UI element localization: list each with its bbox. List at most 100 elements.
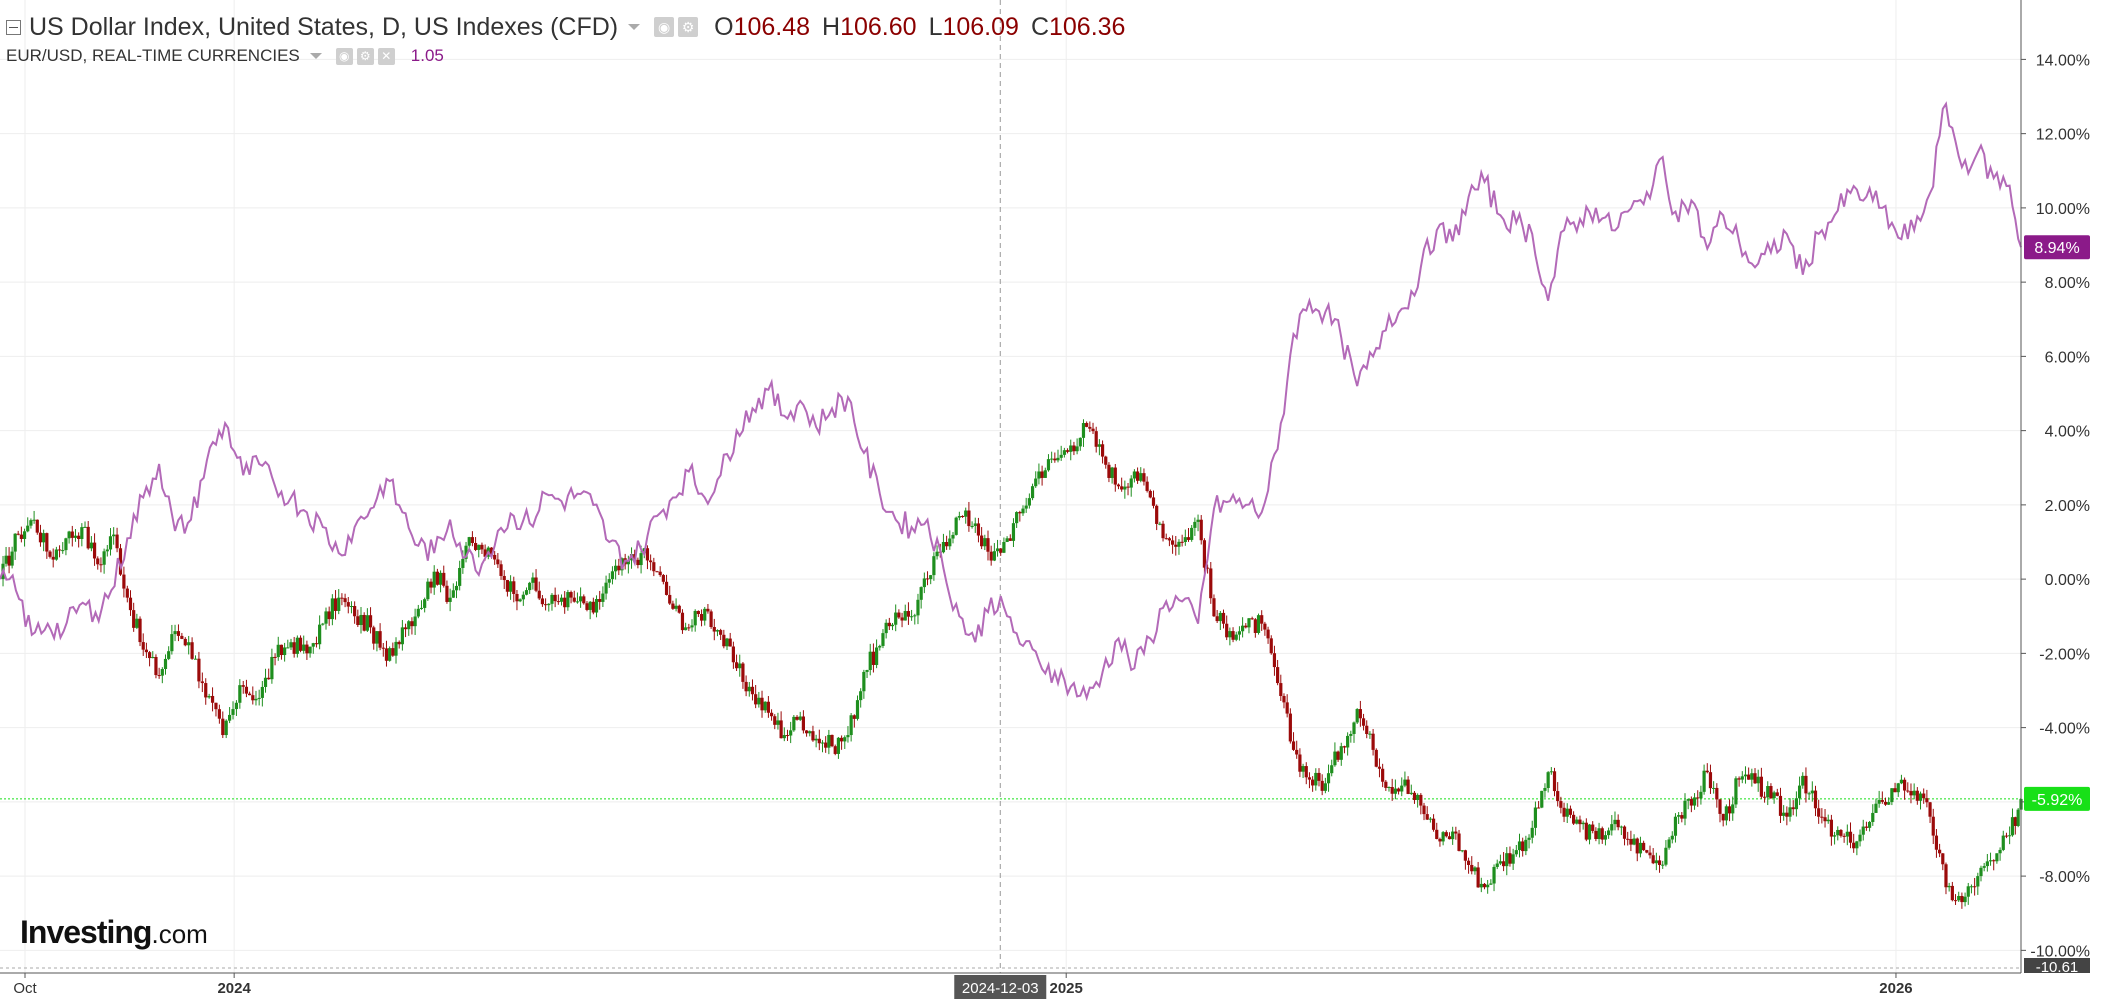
eye-icon[interactable]: ◉ xyxy=(654,17,675,37)
candle-body xyxy=(1317,772,1321,781)
candle-body xyxy=(1852,842,1856,849)
candle-body xyxy=(1120,486,1124,490)
y-tick-label: 12.00% xyxy=(2036,127,2090,144)
candle-body xyxy=(1673,816,1678,836)
candle-body xyxy=(381,647,385,649)
candle-body xyxy=(1050,458,1054,460)
candle-body xyxy=(1514,850,1518,855)
y-tick-label: -2.00% xyxy=(2039,646,2090,663)
candle-body xyxy=(983,538,987,547)
candle-body xyxy=(1212,598,1216,617)
candle-body xyxy=(115,534,119,549)
candle-body xyxy=(276,644,280,658)
candle-body xyxy=(1155,505,1159,524)
candle-body xyxy=(83,526,87,528)
eye-icon[interactable]: ◉ xyxy=(335,47,353,65)
candle-body xyxy=(1040,471,1044,478)
candle-body xyxy=(48,551,52,557)
candle-body xyxy=(1871,812,1875,822)
candle-body xyxy=(1097,444,1101,447)
candle-body xyxy=(722,634,726,647)
candle-body xyxy=(617,565,621,571)
candle-body xyxy=(859,691,863,701)
compare-series-legend: EUR/USD, REAL-TIME CURRENCIES ◉ ⚙ ✕ 1.05 xyxy=(6,44,1125,68)
candle-body xyxy=(945,541,949,547)
candle-body xyxy=(804,730,809,734)
candle-body xyxy=(1893,788,1897,793)
candle-body xyxy=(132,610,136,628)
candle-body xyxy=(99,564,103,566)
candle-body xyxy=(1193,521,1197,528)
candle-body xyxy=(524,590,529,595)
candle-body xyxy=(1139,473,1143,481)
candle-body xyxy=(964,510,968,517)
candle-body xyxy=(1330,765,1334,774)
candle-body xyxy=(397,641,401,645)
candle-body xyxy=(852,715,856,719)
candle-body xyxy=(499,564,503,576)
candle-body xyxy=(1396,788,1401,792)
candle-body xyxy=(1718,799,1722,814)
candle-body xyxy=(1346,735,1350,748)
close-icon[interactable]: ✕ xyxy=(377,47,395,65)
candle-body xyxy=(1241,625,1245,632)
candle-body xyxy=(1724,806,1728,821)
candle-body xyxy=(1638,842,1643,854)
candle-body xyxy=(64,538,68,551)
gear-icon[interactable]: ⚙ xyxy=(356,47,374,65)
collapse-icon[interactable] xyxy=(6,19,21,35)
y-tick-label: 0.00% xyxy=(2045,572,2090,589)
candle-body xyxy=(238,685,242,703)
candle-body xyxy=(1622,826,1627,839)
x-tick-label: 2026 xyxy=(1879,980,1912,997)
candle-body xyxy=(1572,814,1576,824)
candle-body xyxy=(1075,446,1079,452)
candle-body xyxy=(138,618,142,643)
candle-body xyxy=(1842,835,1846,837)
candle-body xyxy=(244,686,249,694)
candle-body xyxy=(728,638,732,647)
candle-body xyxy=(1677,815,1681,817)
candle-body xyxy=(96,558,100,565)
candle-body xyxy=(591,601,595,613)
candle-body xyxy=(910,616,914,618)
candle-body xyxy=(862,671,866,692)
candle-body xyxy=(919,587,923,600)
gear-icon[interactable]: ⚙ xyxy=(678,17,699,37)
candle-body xyxy=(1823,817,1827,822)
candle-body xyxy=(1190,527,1194,540)
compare-series-value: 1.05 xyxy=(410,46,444,65)
candle-body xyxy=(451,590,455,598)
candle-body xyxy=(871,651,876,665)
candle-body xyxy=(579,596,583,602)
candle-body xyxy=(741,663,745,682)
candle-body xyxy=(1400,785,1404,792)
candle-body xyxy=(556,601,560,603)
y-axis[interactable]: 14.00% 12.00% 10.00% 8.00% 6.00% 4.00% 2.00% 0.… xyxy=(2020,0,2090,973)
x-axis[interactable]: Oct 2024 2025 2026 xyxy=(0,967,2021,997)
candle-body xyxy=(1934,835,1939,850)
candle-body xyxy=(1024,505,1028,509)
candle-body xyxy=(1237,631,1242,635)
chevron-down-icon[interactable] xyxy=(309,53,322,59)
candle-body xyxy=(1931,816,1935,836)
candle-body xyxy=(407,621,411,630)
candle-body xyxy=(368,615,373,628)
candle-body xyxy=(1922,793,1926,799)
chevron-down-icon[interactable] xyxy=(628,24,641,30)
candle-body xyxy=(489,547,494,555)
candle-body xyxy=(1530,827,1534,838)
candle-body xyxy=(108,536,113,550)
candle-body xyxy=(1037,471,1041,479)
candle-body xyxy=(1906,790,1910,792)
candle-body xyxy=(1158,523,1162,525)
candle-body xyxy=(1511,854,1515,864)
candle-body xyxy=(263,677,268,687)
candle-body xyxy=(1304,766,1308,778)
candle-body xyxy=(292,642,296,654)
candle-body xyxy=(731,646,735,663)
candle-body xyxy=(286,647,290,649)
candle-body xyxy=(941,541,946,553)
candle-body xyxy=(1731,804,1735,814)
